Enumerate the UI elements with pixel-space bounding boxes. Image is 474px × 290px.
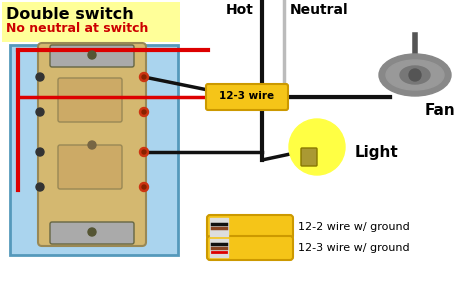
Circle shape — [88, 228, 96, 236]
Circle shape — [88, 141, 96, 149]
Circle shape — [88, 51, 96, 59]
FancyBboxPatch shape — [38, 43, 146, 246]
Circle shape — [139, 182, 148, 191]
Circle shape — [142, 185, 146, 189]
FancyBboxPatch shape — [58, 145, 122, 189]
FancyBboxPatch shape — [207, 215, 293, 239]
Text: 12-3 wire: 12-3 wire — [219, 91, 274, 101]
FancyBboxPatch shape — [2, 2, 180, 42]
Text: Hot: Hot — [226, 3, 254, 17]
Circle shape — [289, 119, 345, 175]
Circle shape — [409, 69, 421, 81]
Circle shape — [139, 72, 148, 81]
FancyBboxPatch shape — [10, 45, 178, 255]
FancyBboxPatch shape — [58, 78, 122, 122]
Text: Neutral: Neutral — [290, 3, 348, 17]
Text: No neutral at switch: No neutral at switch — [6, 22, 148, 35]
Ellipse shape — [386, 60, 444, 90]
FancyBboxPatch shape — [50, 222, 134, 244]
Circle shape — [36, 183, 44, 191]
Text: 12-3 wire w/ ground: 12-3 wire w/ ground — [298, 243, 410, 253]
Text: Light: Light — [355, 144, 399, 160]
FancyBboxPatch shape — [301, 148, 317, 166]
Text: Double switch: Double switch — [6, 7, 134, 22]
Text: Fan: Fan — [425, 103, 456, 118]
Circle shape — [36, 108, 44, 116]
Circle shape — [36, 148, 44, 156]
Circle shape — [36, 73, 44, 81]
Circle shape — [142, 150, 146, 154]
Circle shape — [142, 110, 146, 114]
Circle shape — [139, 148, 148, 157]
FancyBboxPatch shape — [206, 84, 288, 110]
Circle shape — [142, 75, 146, 79]
FancyBboxPatch shape — [50, 45, 134, 67]
Text: 12-2 wire w/ ground: 12-2 wire w/ ground — [298, 222, 410, 232]
Circle shape — [139, 108, 148, 117]
Ellipse shape — [379, 54, 451, 96]
FancyBboxPatch shape — [207, 236, 293, 260]
Ellipse shape — [400, 66, 430, 84]
